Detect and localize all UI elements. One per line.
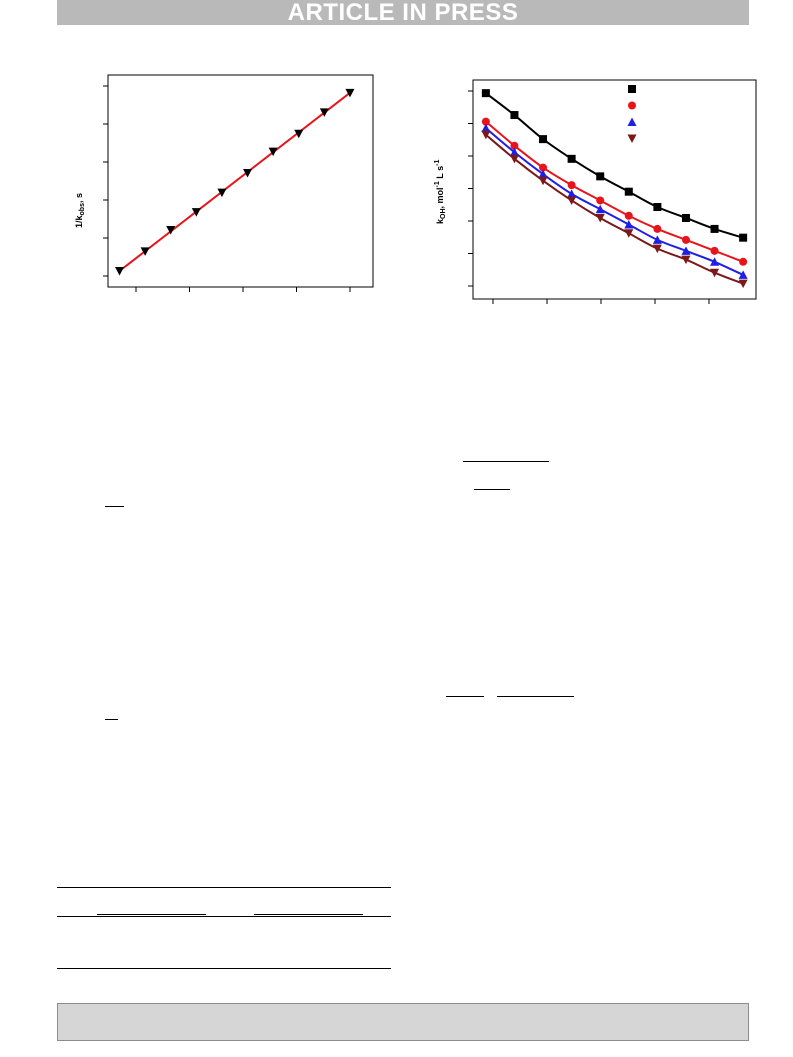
data-point-series-0 [596,172,605,181]
fit-curves [485,92,744,285]
plot-frame [107,74,374,288]
y-axis-label-sub: obs [79,203,86,216]
table-bottom-rule [57,968,391,969]
legend-marker-series-2 [627,117,637,126]
data-point [294,129,304,139]
data-point-series-2 [652,235,662,244]
fit-line [118,92,351,272]
y-axis-label-sup2: -1 [434,160,441,166]
table-top-rule [57,887,391,888]
table-subheader-rule [254,914,363,915]
data-point [191,208,201,217]
legend-marker-series-3 [627,134,637,143]
data-point-series-1 [596,196,605,205]
data-point-series-0 [481,89,490,98]
series-curve-2 [485,127,744,276]
data-point-series-0 [567,154,576,163]
data-point-series-3 [481,130,491,140]
data-point-series-2 [595,204,605,214]
data-point-series-2 [509,147,519,157]
fraction-bar [497,696,574,697]
article-in-press-banner: ARTICLE IN PRESS [57,0,749,25]
data-point-series-1 [624,211,633,220]
data-point-series-3 [567,196,577,205]
data-point [345,88,355,98]
data-point [243,168,253,178]
data-point-series-3 [538,176,548,186]
data-point [115,266,125,276]
y-axis-label-sub: OH [440,208,447,219]
series-curve-3 [485,133,744,285]
y-axis-label-main: k [435,218,445,224]
data-point-series-1 [710,246,719,255]
data-point-series-3 [595,213,605,223]
y-axis-label: kOH, mol-1 L s-1 [434,160,447,224]
data-point-series-2 [624,220,634,229]
series-curve-1 [485,120,744,263]
data-point [268,147,278,157]
data-point-series-1 [510,141,519,150]
data-point-series-0 [510,111,519,120]
data-point-series-3 [681,255,691,265]
y-axis-label-tail: , mol [435,187,445,208]
data-point-series-0 [653,203,662,212]
data-point [140,247,150,256]
data-points [481,89,748,289]
data-point [319,108,329,117]
data-point-series-2 [710,257,720,266]
data-point-series-0 [539,135,548,144]
series-curve-0 [485,92,744,239]
y-axis-label-tail: , s [74,193,84,203]
data-points [115,88,355,276]
data-point-series-0 [681,213,690,222]
y-axis-label-mid: L s [435,166,445,181]
y-axis-label-main: 1/k [74,214,84,228]
legend [627,85,637,143]
data-point [217,188,227,198]
data-point-series-1 [539,163,548,172]
data-point [166,225,176,235]
table-header-rule [57,916,391,917]
data-point-series-2 [481,123,491,133]
fraction-bar [105,506,124,507]
data-point-series-3 [652,244,662,254]
citation-footer-box [57,1003,749,1041]
data-point-series-1 [681,235,690,244]
axis-ticks [468,90,710,304]
data-point-series-3 [738,279,748,289]
data-point-series-2 [538,169,548,179]
data-point-series-0 [710,224,719,233]
legend-marker-series-1 [628,101,636,110]
data-point-series-3 [710,268,720,278]
data-point-series-0 [624,187,633,196]
data-point-series-2 [567,189,577,198]
data-point-series-1 [567,181,576,190]
data-point-series-1 [739,257,748,266]
fraction-bar [474,489,510,490]
chart-koh: kOH, mol-1 L s-1 [434,79,757,304]
fit-line-segment [118,92,351,272]
data-point-series-3 [509,154,519,164]
plot-frame [472,79,757,300]
y-axis-label: 1/kobs, s [74,193,86,228]
data-point-series-3 [624,229,634,238]
fraction-bar [105,719,118,720]
data-point-series-2 [681,246,691,255]
fraction-bar [463,461,549,462]
fraction-bar [446,696,484,697]
data-point-series-2 [738,270,748,279]
table-subheader-rule [97,914,206,915]
chart-inverse-kobs: 1/kobs, s [74,74,374,292]
axis-ticks [103,85,351,292]
data-point-series-1 [653,224,662,233]
data-point-series-1 [481,117,490,126]
data-point-series-0 [739,233,748,242]
legend-marker-series-0 [628,85,636,93]
y-axis-label-sup1: -1 [434,181,441,187]
